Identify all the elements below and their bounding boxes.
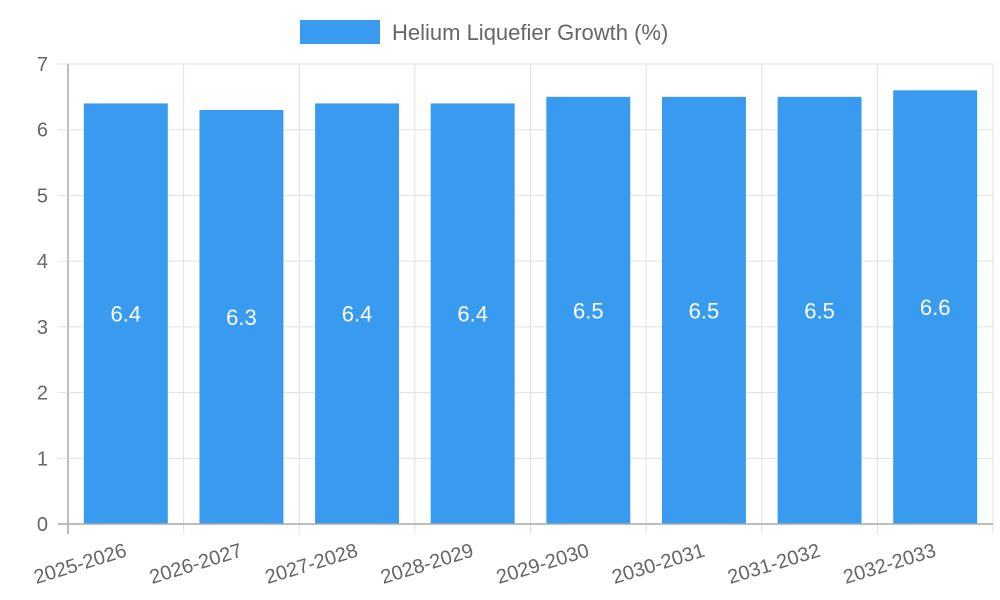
bar[interactable] (199, 110, 284, 524)
x-tick-label: 2027-2028 (263, 540, 361, 589)
y-tick-label: 2 (37, 383, 48, 405)
bar-value-label: 6.3 (226, 305, 257, 330)
x-tick-label: 2032-2033 (841, 540, 939, 589)
x-tick-label: 2026-2027 (147, 540, 245, 589)
y-tick-label: 1 (37, 448, 48, 470)
bar[interactable] (893, 90, 978, 525)
x-axis-ticks: 2025-2026 2026-2027 2027-2028 2028-2029 2029… (31, 540, 938, 589)
legend[interactable]: Helium Liquefier Growth (%) (300, 20, 668, 45)
x-tick-label: 2028-2029 (378, 540, 476, 589)
y-tick-label: 3 (37, 317, 48, 339)
x-tick-label: 2025-2026 (31, 540, 129, 589)
bars: 6.4 6.3 6.4 6.4 6.5 6.5 6.5 6.6 (83, 90, 978, 525)
bar-value-label: 6.4 (457, 302, 488, 327)
y-tick-label: 4 (37, 251, 48, 273)
y-tick-label: 6 (37, 120, 48, 142)
x-tick-label: 2029-2030 (494, 540, 592, 589)
bar-value-label: 6.4 (111, 302, 142, 327)
y-tick-label: 0 (37, 514, 48, 536)
bar[interactable] (315, 103, 400, 524)
y-tick-label: 5 (37, 185, 48, 207)
bar[interactable] (430, 103, 515, 524)
bar-value-label: 6.6 (920, 295, 951, 320)
bar[interactable] (661, 96, 746, 524)
bar[interactable] (83, 103, 168, 524)
bar-value-label: 6.5 (689, 298, 720, 323)
y-axis-ticks: 0 1 2 3 4 5 6 7 (37, 54, 68, 536)
axes (58, 64, 993, 534)
bar[interactable] (777, 96, 862, 524)
bar-value-label: 6.4 (342, 302, 373, 327)
x-tick-label: 2031-2032 (725, 540, 823, 589)
bar-value-label: 6.5 (804, 298, 835, 323)
legend-label: Helium Liquefier Growth (%) (392, 20, 668, 45)
bar-value-label: 6.5 (573, 298, 604, 323)
y-tick-label: 7 (37, 54, 48, 76)
x-tick-label: 2030-2031 (609, 540, 707, 589)
bar[interactable] (546, 96, 631, 524)
legend-swatch (300, 20, 380, 44)
